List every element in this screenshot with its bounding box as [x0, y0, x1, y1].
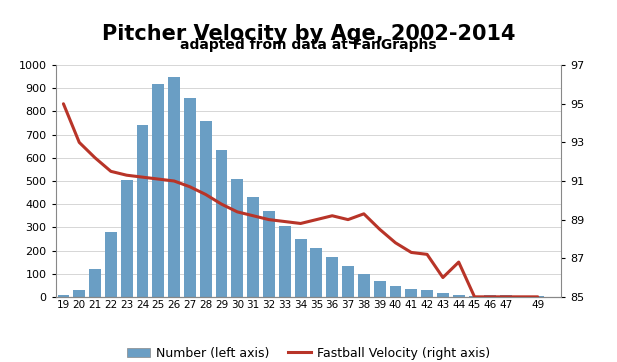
Bar	[231, 179, 243, 297]
Bar	[57, 295, 69, 297]
Bar	[310, 248, 322, 297]
Bar	[421, 290, 433, 297]
Bar	[358, 274, 370, 297]
Bar	[437, 292, 449, 297]
Bar	[200, 121, 212, 297]
Bar	[152, 84, 164, 297]
Bar	[73, 290, 85, 297]
Bar	[168, 77, 180, 297]
Bar	[247, 197, 259, 297]
Bar	[263, 211, 275, 297]
Bar	[468, 296, 481, 297]
Bar	[184, 98, 196, 297]
Bar	[500, 295, 512, 297]
Text: adapted from data at FanGraphs: adapted from data at FanGraphs	[180, 38, 437, 52]
Bar	[105, 232, 117, 297]
Bar	[405, 289, 417, 297]
Bar	[374, 281, 386, 297]
Bar	[342, 266, 354, 297]
Bar	[121, 180, 133, 297]
Bar	[484, 295, 496, 297]
Bar	[295, 239, 307, 297]
Bar	[89, 269, 101, 297]
Bar	[389, 286, 402, 297]
Bar	[215, 150, 228, 297]
Bar	[326, 257, 338, 297]
Bar	[453, 295, 465, 297]
Title: Pitcher Velocity by Age, 2002-2014: Pitcher Velocity by Age, 2002-2014	[102, 24, 515, 44]
Legend: Number (left axis), Fastball Velocity (right axis): Number (left axis), Fastball Velocity (r…	[122, 342, 495, 362]
Bar	[532, 296, 544, 297]
Bar	[279, 226, 291, 297]
Bar	[136, 125, 149, 297]
